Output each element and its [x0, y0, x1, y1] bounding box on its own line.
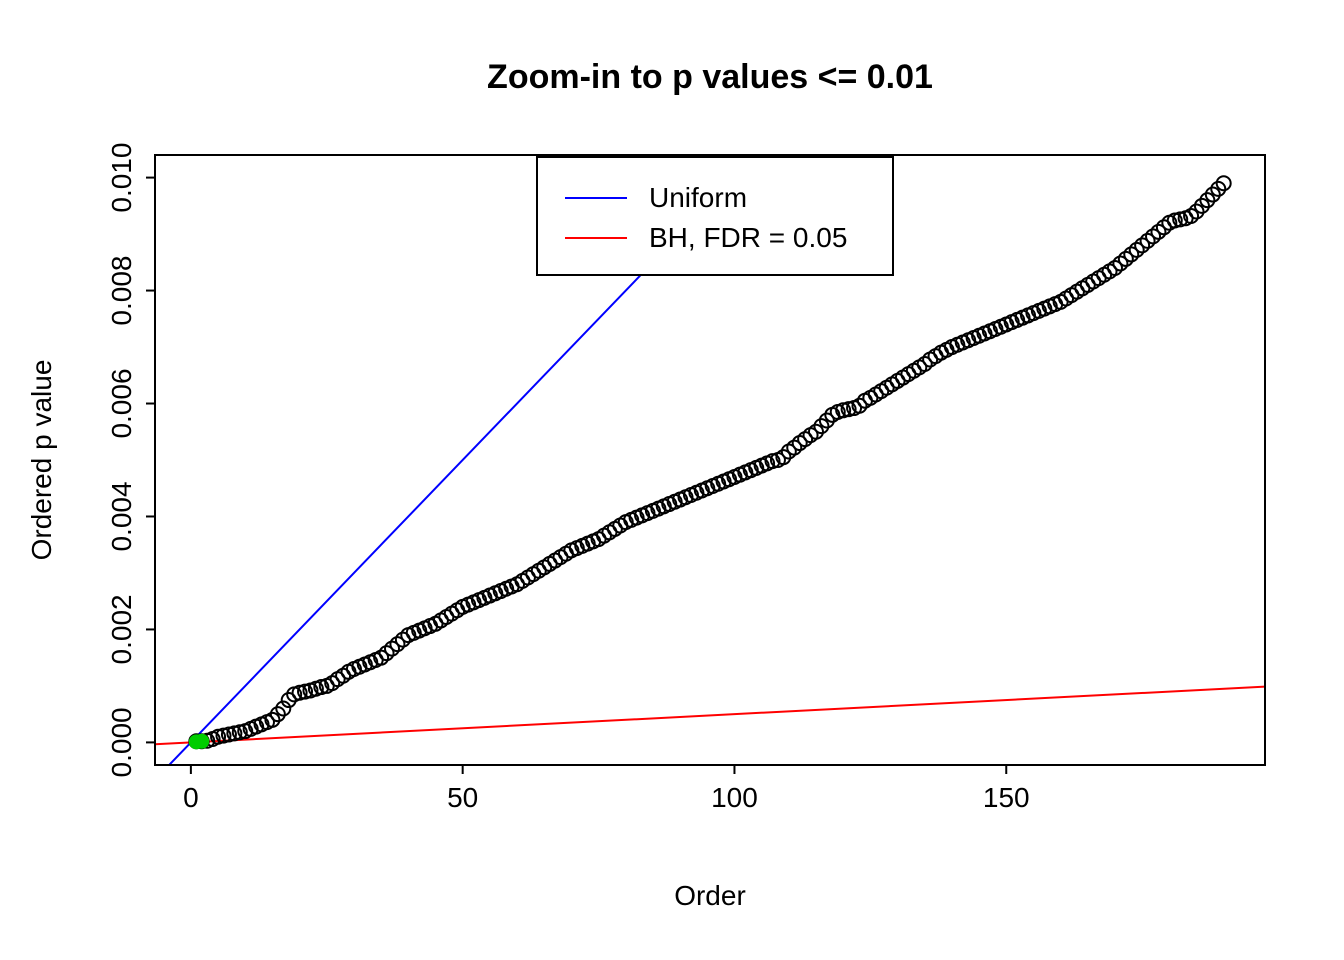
plot-frame — [154, 154, 1266, 766]
data-point — [786, 439, 803, 456]
data-point — [231, 724, 248, 741]
data-point — [389, 636, 406, 653]
data-point — [1150, 223, 1167, 240]
data-point — [1112, 255, 1129, 272]
data-point — [835, 402, 852, 419]
data-points — [188, 175, 1232, 750]
legend-label-bh: BH, FDR = 0.05 — [649, 222, 848, 253]
data-point — [297, 683, 314, 700]
legend-entry-uniform: Uniform — [565, 178, 892, 218]
data-point — [1123, 246, 1140, 263]
data-point — [275, 700, 292, 717]
data-point — [818, 412, 835, 429]
bh-line — [155, 685, 1265, 746]
data-point — [280, 692, 297, 709]
data-point — [226, 725, 243, 742]
x-tick-label: 0 — [183, 782, 199, 813]
data-point — [384, 640, 401, 657]
y-tick-label: 0.008 — [106, 256, 137, 326]
data-point — [1128, 241, 1145, 258]
data-point — [220, 726, 237, 743]
x-tick-label: 50 — [447, 782, 478, 813]
x-tick-label: 150 — [983, 782, 1030, 813]
data-point — [807, 423, 824, 440]
uniform-line — [167, 155, 758, 765]
legend-entry-bh: BH, FDR = 0.05 — [565, 218, 892, 258]
data-point — [1188, 203, 1205, 220]
x-tick-label: 100 — [711, 782, 758, 813]
legend-label-uniform: Uniform — [649, 182, 748, 213]
data-point — [210, 728, 227, 745]
significant-point — [194, 733, 210, 749]
y-tick-label: 0.004 — [106, 481, 137, 551]
data-point — [916, 355, 933, 372]
x-axis-label: Order — [674, 880, 746, 911]
data-point — [1172, 211, 1189, 228]
y-tick-label: 0.006 — [106, 368, 137, 438]
data-point — [1204, 186, 1221, 203]
data-point — [1183, 208, 1200, 224]
data-point — [775, 449, 792, 466]
data-point — [264, 711, 281, 728]
data-point — [813, 418, 830, 435]
y-tick-label: 0.002 — [106, 594, 137, 664]
chart-title: Zoom-in to p values <= 0.01 — [487, 58, 933, 96]
data-point — [1193, 197, 1210, 214]
data-point — [1210, 180, 1227, 197]
data-point — [373, 649, 390, 666]
data-point — [313, 679, 330, 696]
y-tick-label: 0.000 — [106, 707, 137, 777]
significant-points — [188, 733, 210, 750]
data-point — [840, 401, 857, 418]
data-point — [269, 706, 286, 723]
data-point — [1215, 175, 1232, 192]
data-point — [1106, 259, 1123, 276]
uniform-line-swatch — [565, 197, 627, 199]
y-tick-label: 0.010 — [106, 143, 137, 213]
data-point — [1145, 228, 1162, 245]
data-point — [1117, 250, 1134, 267]
data-point — [1199, 192, 1216, 209]
bh-line-swatch — [565, 237, 627, 239]
data-point — [291, 684, 308, 701]
data-point — [378, 645, 395, 662]
legend: Uniform BH, FDR = 0.05 — [536, 156, 894, 276]
y-axis-label: Ordered p value — [26, 359, 57, 561]
data-point — [215, 727, 232, 744]
data-point — [1166, 212, 1183, 229]
reference-lines — [155, 155, 1265, 765]
data-point — [851, 397, 868, 414]
data-point — [764, 453, 781, 470]
data-point — [1139, 232, 1156, 249]
data-point — [1134, 237, 1151, 254]
